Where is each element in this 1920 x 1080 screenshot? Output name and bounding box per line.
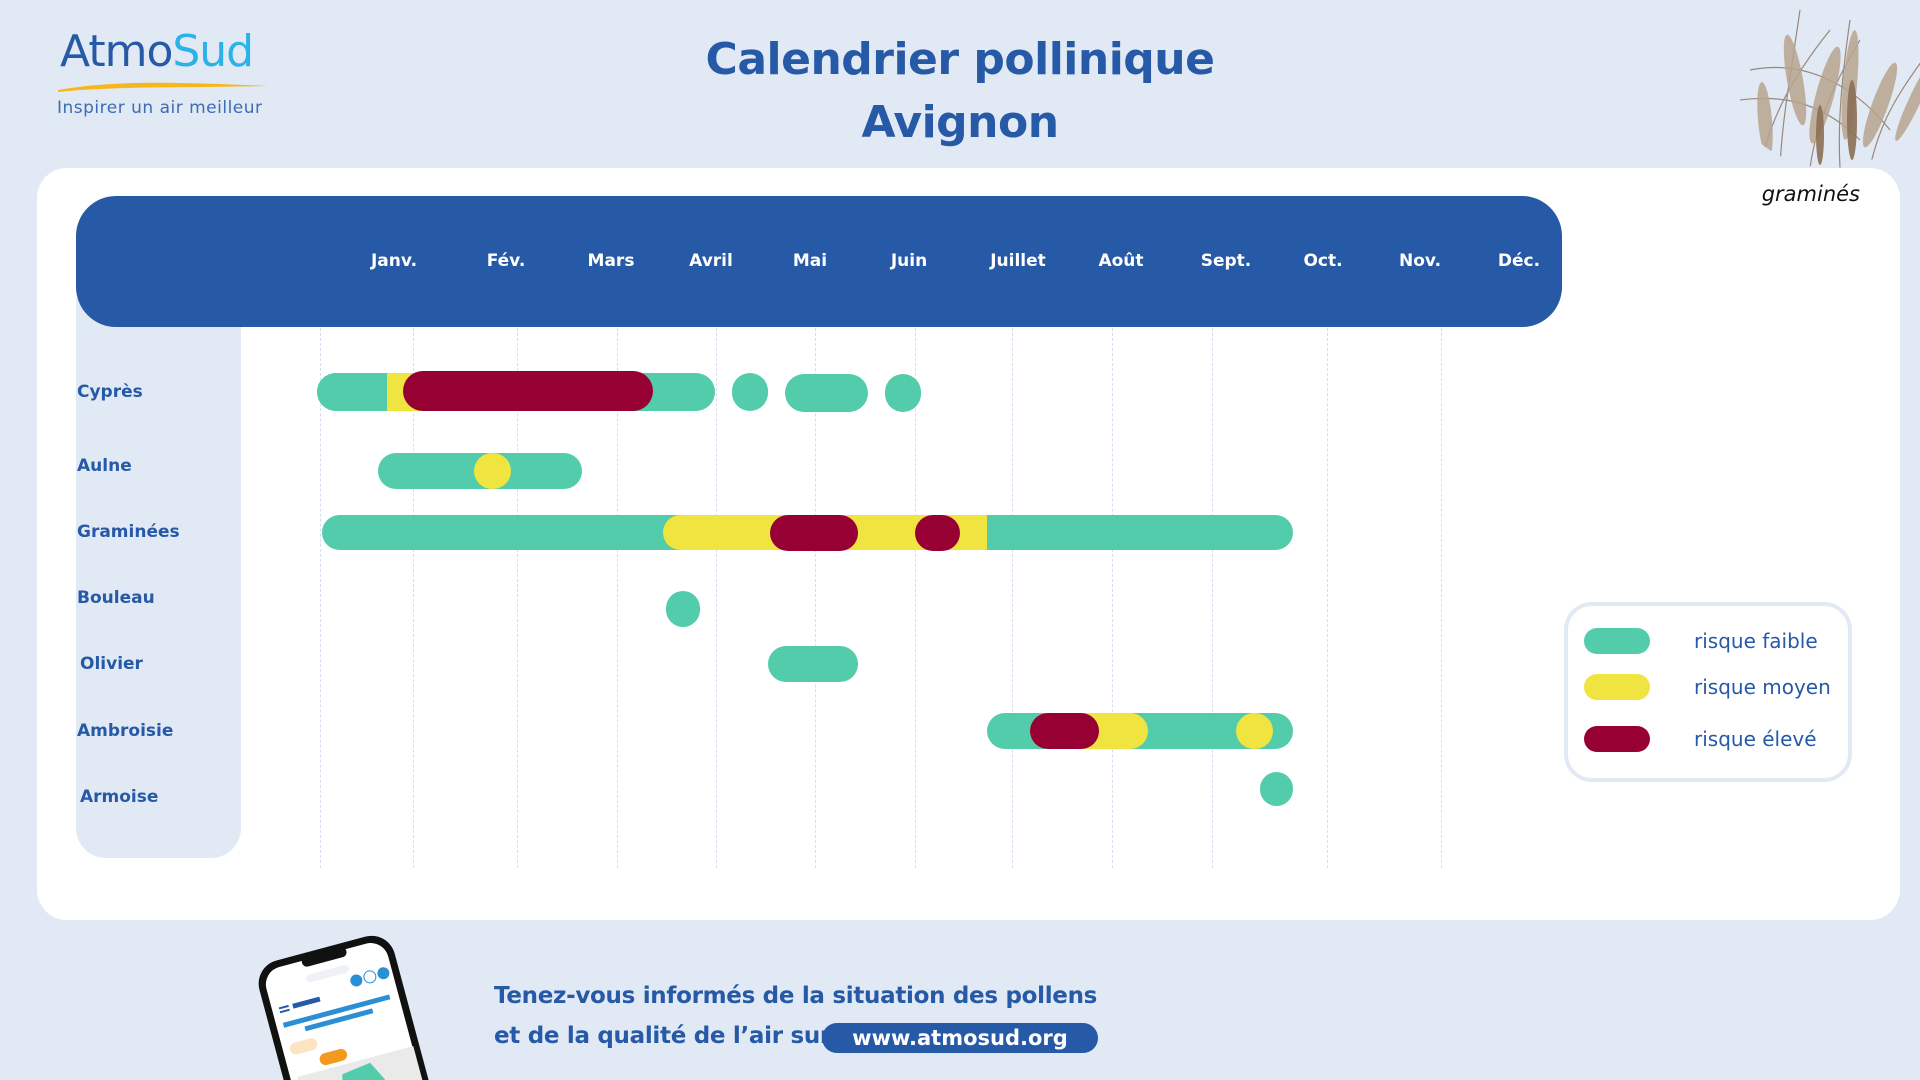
gridline bbox=[1327, 328, 1328, 868]
legend-swatch-low bbox=[1584, 628, 1650, 654]
atmosud-website-link[interactable]: www.atmosud.org bbox=[822, 1023, 1098, 1053]
month-label-oct: Oct. bbox=[1303, 251, 1343, 271]
logo-wordmark: AtmoSud bbox=[60, 26, 254, 78]
logo-atmo-text: Atmo bbox=[60, 26, 173, 77]
grass-illustration-icon bbox=[1739, 9, 1920, 168]
footer-text-line-1: Tenez-vous informés de la situation des … bbox=[494, 983, 1098, 1009]
month-label-nov: Nov. bbox=[1398, 251, 1442, 271]
month-label-jun: Juin bbox=[890, 251, 928, 271]
gridline bbox=[1012, 328, 1013, 868]
row-label-bouleau: Bouleau bbox=[77, 588, 155, 608]
bar-ambroisie-high bbox=[1030, 713, 1099, 749]
legend-item-high: risque élevé bbox=[1584, 726, 1844, 754]
grass-photo bbox=[1720, 0, 1920, 168]
months-header: Janv. Fév. Mars Avril Mai Juin Juillet A… bbox=[76, 196, 1562, 327]
row-label-cypres: Cyprès bbox=[77, 382, 143, 402]
bar-graminees-high-2 bbox=[915, 515, 960, 551]
gridline bbox=[716, 328, 717, 868]
atmosud-logo: AtmoSud Inspirer un air meilleur bbox=[56, 26, 276, 122]
gridline bbox=[517, 328, 518, 868]
row-label-ambroisie: Ambroisie bbox=[77, 721, 174, 741]
footer-text-line-2: et de la qualité de l’air sur : bbox=[494, 1023, 848, 1049]
gridline bbox=[815, 328, 816, 868]
month-label-apr: Avril bbox=[689, 251, 733, 271]
row-label-aulne: Aulne bbox=[77, 456, 132, 476]
month-label-sep: Sept. bbox=[1200, 251, 1252, 271]
row-label-armoise: Armoise bbox=[80, 787, 159, 807]
gridline bbox=[1112, 328, 1113, 868]
calendar-card: graminés Janv. Fév. Mars Avril Mai Juin … bbox=[37, 168, 1900, 920]
phone-mockup-image bbox=[255, 925, 455, 1080]
legend-label-medium: risque moyen bbox=[1694, 675, 1831, 699]
gridline bbox=[617, 328, 618, 868]
title-line-1: Calendrier pollinique bbox=[705, 34, 1215, 85]
bar-cypres-high bbox=[403, 371, 653, 411]
bar-graminees-high-1 bbox=[770, 515, 858, 551]
legend-swatch-high bbox=[1584, 726, 1650, 752]
gridline bbox=[413, 328, 414, 868]
month-label-feb: Fév. bbox=[486, 251, 526, 271]
species-label-column bbox=[76, 298, 241, 858]
legend-label-high: risque élevé bbox=[1694, 727, 1817, 751]
bar-aulne-medium bbox=[474, 453, 511, 489]
bar-bouleau-low bbox=[666, 591, 700, 627]
row-label-graminees: Graminées bbox=[77, 522, 180, 542]
month-label-may: Mai bbox=[792, 251, 828, 271]
legend-swatch-medium bbox=[1584, 674, 1650, 700]
logo-swoosh-icon bbox=[58, 82, 268, 92]
gridline bbox=[1212, 328, 1213, 868]
bar-cypres-low-2 bbox=[732, 373, 768, 411]
gridline bbox=[320, 328, 321, 868]
risk-legend: risque faible risque moyen risque élevé bbox=[1564, 602, 1852, 782]
page-title: Calendrier pollinique Avignon bbox=[560, 28, 1360, 154]
bar-cypres-low-4 bbox=[885, 374, 921, 412]
bar-olivier-low bbox=[768, 646, 858, 682]
title-line-2: Avignon bbox=[861, 97, 1059, 148]
bar-cypres-low-start bbox=[317, 373, 387, 411]
bar-cypres-low-3 bbox=[785, 374, 868, 412]
legend-item-low: risque faible bbox=[1584, 628, 1844, 656]
month-label-mar: Mars bbox=[587, 251, 635, 271]
month-label-dec: Déc. bbox=[1497, 251, 1541, 271]
bar-ambroisie-medium-2 bbox=[1236, 713, 1273, 749]
logo-tagline: Inspirer un air meilleur bbox=[57, 98, 263, 118]
gridline bbox=[915, 328, 916, 868]
row-label-olivier: Olivier bbox=[80, 654, 143, 674]
legend-item-medium: risque moyen bbox=[1584, 674, 1844, 702]
logo-sud-text: Sud bbox=[172, 26, 254, 77]
month-label-aug: Août bbox=[1098, 251, 1144, 271]
photo-caption: graminés bbox=[1761, 182, 1860, 206]
month-label-jan: Janv. bbox=[370, 251, 418, 271]
smartphone-icon bbox=[258, 935, 441, 1080]
gridline bbox=[1441, 328, 1442, 868]
legend-label-low: risque faible bbox=[1694, 629, 1818, 653]
bar-armoise-low bbox=[1260, 772, 1293, 806]
month-label-jul: Juillet bbox=[990, 251, 1046, 271]
